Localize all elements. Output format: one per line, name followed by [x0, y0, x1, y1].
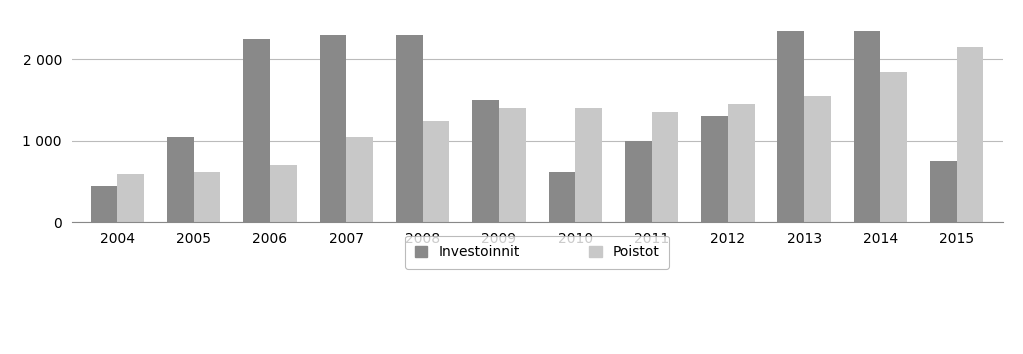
- Bar: [319, 35, 347, 222]
- Bar: [347, 137, 373, 222]
- Bar: [652, 113, 678, 222]
- Bar: [499, 108, 526, 222]
- Bar: [701, 116, 727, 222]
- Bar: [243, 39, 270, 222]
- Bar: [270, 165, 297, 222]
- Bar: [575, 108, 602, 222]
- Bar: [804, 96, 831, 222]
- Bar: [957, 47, 983, 222]
- Bar: [91, 186, 118, 222]
- Bar: [881, 72, 907, 222]
- Bar: [727, 104, 755, 222]
- Bar: [777, 31, 804, 222]
- Bar: [625, 141, 652, 222]
- Bar: [193, 172, 220, 222]
- Bar: [167, 137, 193, 222]
- Bar: [854, 31, 881, 222]
- Bar: [422, 121, 449, 222]
- Bar: [118, 173, 144, 222]
- Legend: Investoinnit, Poistot: Investoinnit, Poistot: [405, 235, 669, 269]
- Bar: [548, 172, 575, 222]
- Bar: [473, 100, 499, 222]
- Bar: [396, 35, 422, 222]
- Bar: [930, 161, 957, 222]
